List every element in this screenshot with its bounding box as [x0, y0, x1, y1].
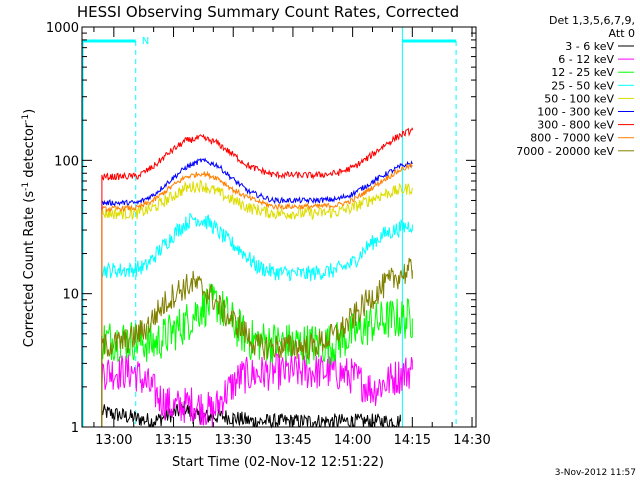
series-line-4 [101, 212, 413, 427]
x-axis-label: Start Time (02-Nov-12 12:51:22) [172, 455, 384, 470]
legend-label: 800 - 7000 keV [530, 132, 614, 145]
y-tick-label: 1000 [46, 21, 79, 36]
legend-label: 6 - 12 keV [558, 53, 614, 66]
legend-label: 25 - 50 keV [551, 79, 614, 92]
plot-area: N [82, 27, 457, 429]
x-tick-label: 13:15 [155, 433, 192, 448]
legend-label: 50 - 100 keV [544, 92, 614, 105]
legend-label: 3 - 6 keV [565, 40, 614, 53]
series-line-6 [101, 157, 413, 427]
x-tick-label: 14:30 [453, 433, 490, 448]
n-marker: N [142, 36, 149, 47]
x-tick-label: 13:00 [95, 433, 132, 448]
x-tick-label: 14:15 [394, 433, 431, 448]
legend-header-1: Det 1,3,5,6,7,9, [549, 14, 635, 27]
chart-title: HESSI Observing Summary Count Rates, Cor… [77, 3, 459, 21]
y-tick-label: 10 [62, 288, 79, 303]
series-line-7 [101, 127, 413, 427]
y-tick-label: 1 [71, 421, 79, 436]
x-tick-label: 13:30 [214, 433, 251, 448]
series-line-2 [101, 352, 413, 428]
series-line-5 [101, 179, 413, 427]
x-axis: 13:00 13:15 13:30 13:45 14:00 14:15 14:30 [93, 27, 491, 448]
series-line-1 [101, 401, 401, 429]
y-tick-label: 100 [54, 154, 79, 169]
plot-frame [81, 26, 477, 428]
x-tick-label: 14:00 [334, 433, 371, 448]
legend-label: 12 - 25 keV [551, 66, 614, 79]
legend-label: 7000 - 20000 keV [516, 145, 614, 158]
timestamp: 3-Nov-2012 11:57 [555, 468, 636, 478]
legend-header-2: Att 0 [609, 27, 635, 40]
series-line-8 [101, 162, 413, 427]
y-axis: 1 10 100 1000 [46, 21, 476, 436]
legend-label: 300 - 800 keV [537, 119, 614, 132]
series-line-9 [101, 257, 413, 427]
y-axis-label: Corrected Count Rate (s-1 detector-1) [21, 109, 37, 347]
x-tick-label: 13:45 [274, 433, 311, 448]
legend-label: 100 - 300 keV [537, 106, 614, 119]
